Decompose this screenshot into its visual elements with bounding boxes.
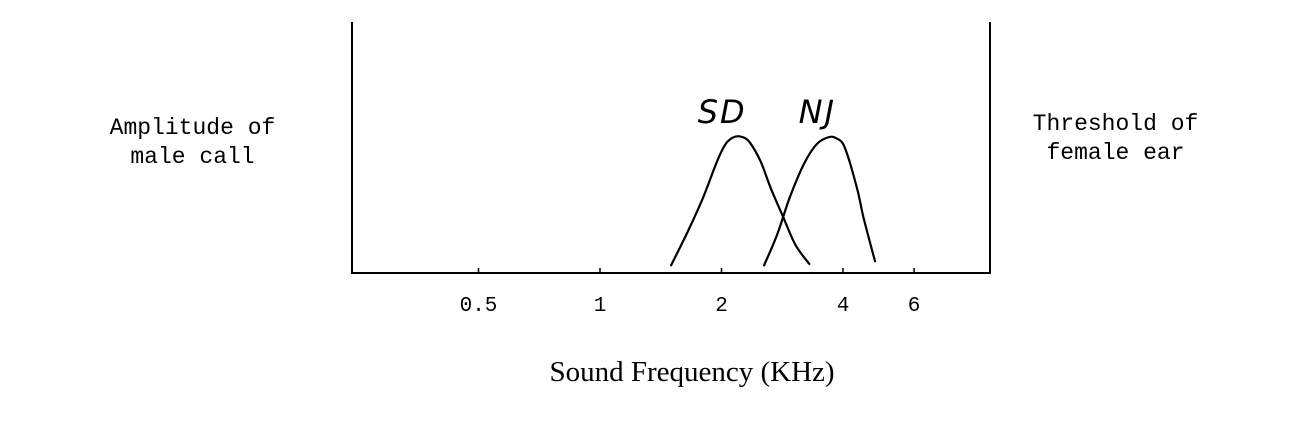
- right-axis-label-line-1: Threshold of: [1032, 111, 1199, 137]
- x-tick-label: 4: [837, 295, 850, 318]
- right-axis-label-line-2: female ear: [1046, 140, 1185, 166]
- series-label-nj: NJ: [799, 93, 836, 131]
- left-axis-label-line-1: Amplitude of: [109, 115, 276, 141]
- x-tick-label: 1: [594, 295, 607, 318]
- left-axis-label-line-2: male call: [130, 144, 255, 170]
- x-tick-label: 0.5: [460, 295, 498, 318]
- right-axis-label: Threshold of female ear: [1008, 110, 1223, 168]
- x-tick-label: 6: [908, 295, 921, 318]
- left-axis-label: Amplitude of male call: [85, 114, 300, 172]
- x-axis-title: Sound Frequency (KHz): [549, 356, 835, 388]
- series-curves: SD NJ: [670, 93, 877, 267]
- x-ticks: 0.5 1 2 4 6: [460, 268, 921, 318]
- series-label-sd: SD: [698, 93, 747, 131]
- x-tick-label: 2: [715, 295, 728, 318]
- series-line-nj: [763, 135, 877, 267]
